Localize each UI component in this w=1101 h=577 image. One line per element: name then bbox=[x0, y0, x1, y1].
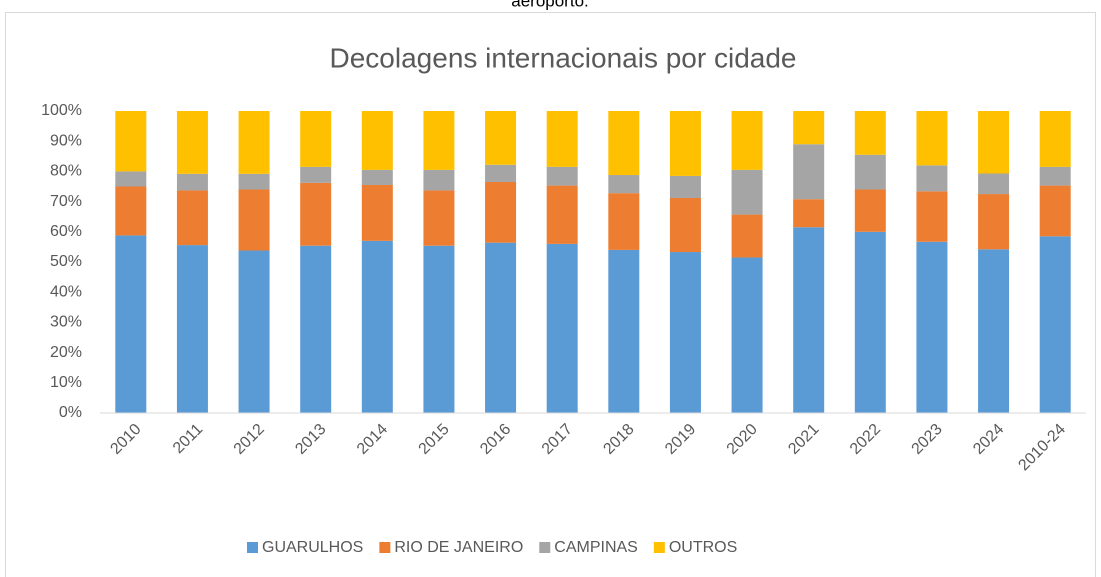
y-tick-label: 80% bbox=[50, 163, 82, 180]
y-tick-label: 100% bbox=[41, 102, 82, 119]
bar-segment bbox=[485, 242, 517, 413]
bar-segment bbox=[115, 186, 147, 236]
bar-segment bbox=[916, 165, 948, 192]
bar-segment bbox=[300, 166, 332, 183]
bar-segment bbox=[176, 111, 208, 174]
bar-segment bbox=[731, 214, 763, 258]
legend-label: CAMPINAS bbox=[554, 539, 638, 556]
caption: aeroporto. bbox=[511, 0, 589, 10]
bar-segment bbox=[115, 171, 147, 187]
bar-segment bbox=[731, 169, 763, 215]
bar-segment bbox=[485, 181, 517, 243]
y-tick-label: 50% bbox=[50, 253, 82, 270]
y-tick-label: 90% bbox=[50, 132, 82, 149]
chart-title: Decolagens internacionais por cidade bbox=[330, 42, 797, 73]
bar-segment bbox=[978, 111, 1010, 174]
bar-segment bbox=[546, 111, 578, 167]
bar-segment bbox=[731, 111, 763, 170]
bar-segment bbox=[669, 111, 701, 176]
bar-segment bbox=[238, 189, 270, 251]
bar-segment bbox=[1039, 236, 1071, 413]
y-tick-label: 0% bbox=[59, 404, 82, 421]
bar-segment bbox=[669, 197, 701, 253]
bar-segment bbox=[361, 240, 393, 413]
bar-segment bbox=[361, 184, 393, 241]
bar-segment bbox=[608, 175, 640, 194]
bar-segment bbox=[423, 169, 455, 191]
bar-segment bbox=[916, 241, 948, 413]
legend-swatch bbox=[653, 542, 665, 553]
bar-segment bbox=[1039, 111, 1071, 167]
bar-segment bbox=[1039, 185, 1071, 237]
y-tick-label: 20% bbox=[50, 344, 82, 361]
bar-segment bbox=[731, 257, 763, 413]
bar-segment bbox=[978, 173, 1010, 195]
bar-segment bbox=[793, 227, 825, 413]
bar-segment bbox=[176, 245, 208, 413]
bar-segment bbox=[423, 245, 455, 413]
bar-segment bbox=[978, 249, 1010, 413]
y-tick-label: 10% bbox=[50, 374, 82, 391]
y-tick-label: 70% bbox=[50, 193, 82, 210]
legend-swatch bbox=[379, 542, 391, 553]
bar-segment bbox=[793, 111, 825, 145]
legend-swatch bbox=[247, 542, 258, 553]
bar-segment bbox=[608, 111, 640, 176]
y-tick-label: 30% bbox=[50, 314, 82, 331]
bar-segment bbox=[608, 249, 640, 413]
bar-segment bbox=[793, 199, 825, 228]
bar-segment bbox=[300, 182, 332, 246]
bar-segment bbox=[361, 169, 393, 185]
bar-segment bbox=[300, 111, 332, 167]
bar-segment bbox=[669, 252, 701, 413]
bar-segment bbox=[546, 185, 578, 244]
bar-segment bbox=[793, 144, 825, 200]
bar-segment bbox=[546, 243, 578, 413]
bar-segment bbox=[854, 189, 886, 232]
bar-segment bbox=[608, 193, 640, 250]
bar-segment bbox=[916, 191, 948, 242]
y-tick-label: 40% bbox=[50, 283, 82, 300]
legend-swatch bbox=[539, 542, 551, 553]
bar-segment bbox=[176, 190, 208, 246]
bar-segment bbox=[1039, 166, 1071, 186]
bar-segment bbox=[546, 166, 578, 186]
bar-segment bbox=[854, 231, 886, 413]
legend-label: RIO DE JANEIRO bbox=[394, 539, 523, 556]
legend-label: GUARULHOS bbox=[262, 539, 363, 556]
bar-segment bbox=[115, 111, 147, 172]
bar-segment bbox=[361, 111, 393, 170]
bar-segment bbox=[176, 173, 208, 191]
bar-segment bbox=[115, 235, 147, 413]
bar-segment bbox=[423, 111, 455, 170]
bar-segment bbox=[978, 194, 1010, 250]
bar-segment bbox=[300, 245, 332, 413]
bar-segment bbox=[423, 190, 455, 246]
bar-segment bbox=[916, 111, 948, 166]
bar-segment bbox=[238, 250, 270, 413]
y-tick-label: 60% bbox=[50, 223, 82, 240]
bar-segment bbox=[485, 111, 517, 165]
legend-label: OUTROS bbox=[669, 539, 737, 556]
bar-segment bbox=[669, 175, 701, 198]
bar-segment bbox=[854, 154, 886, 190]
bar-segment bbox=[854, 111, 886, 155]
bar-segment bbox=[238, 173, 270, 190]
bar-segment bbox=[238, 111, 270, 174]
bar-segment bbox=[485, 164, 517, 182]
